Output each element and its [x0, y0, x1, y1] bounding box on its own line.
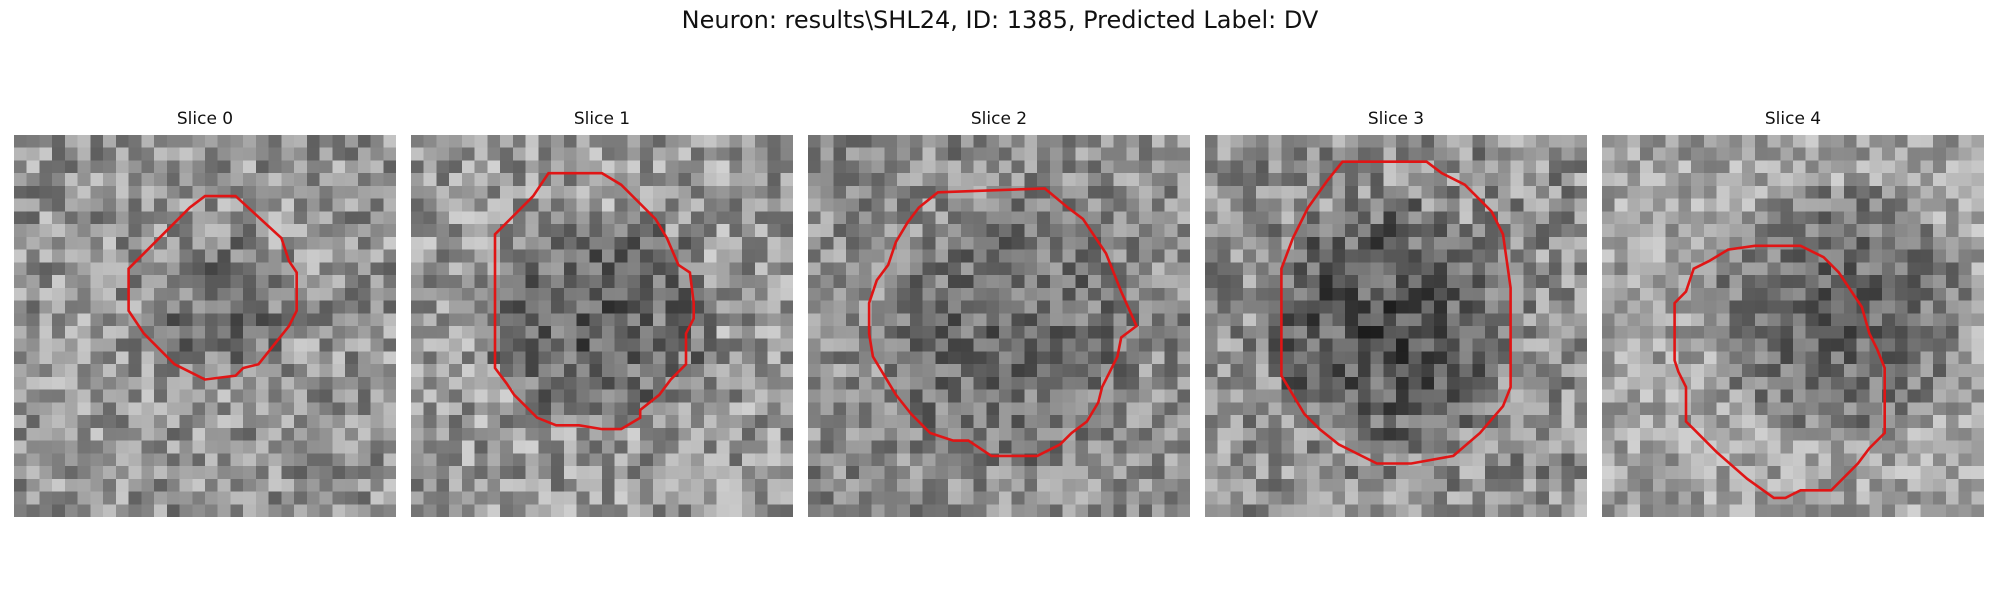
grayscale-image — [14, 135, 396, 517]
figure-title: Neuron: results\SHL24, ID: 1385, Predict… — [681, 6, 1319, 34]
grayscale-image — [411, 135, 793, 517]
slice-title: Slice 1 — [573, 109, 631, 129]
slice-image — [411, 135, 793, 517]
slice-title: Slice 4 — [1764, 109, 1822, 129]
slice-panel-2: Slice 2 — [808, 107, 1190, 517]
outline-overlay — [1673, 244, 1887, 500]
neuron-outline — [1280, 160, 1512, 465]
grayscale-image — [1205, 135, 1587, 517]
neuron-outline — [493, 171, 696, 431]
outline-overlay — [127, 194, 299, 381]
slice-title: Slice 3 — [1367, 109, 1425, 129]
grayscale-image — [1602, 135, 1984, 517]
neuron-outline — [867, 187, 1139, 458]
neuron-outline — [127, 194, 299, 381]
outline-overlay — [493, 171, 696, 431]
slice-panel-0: Slice 0 — [14, 107, 396, 517]
slice-panel-4: Slice 4 — [1602, 107, 1984, 517]
slice-image — [1205, 135, 1587, 517]
neuron-outline — [1673, 244, 1887, 500]
slice-title: Slice 2 — [970, 109, 1028, 129]
outline-overlay — [1280, 160, 1512, 465]
slice-title: Slice 0 — [176, 109, 234, 129]
grayscale-image — [808, 135, 1190, 517]
slice-panel-3: Slice 3 — [1205, 107, 1587, 517]
slice-panel-1: Slice 1 — [411, 107, 793, 517]
outline-overlay — [867, 187, 1139, 458]
slice-image — [808, 135, 1190, 517]
slice-image — [14, 135, 396, 517]
slice-image — [1602, 135, 1984, 517]
